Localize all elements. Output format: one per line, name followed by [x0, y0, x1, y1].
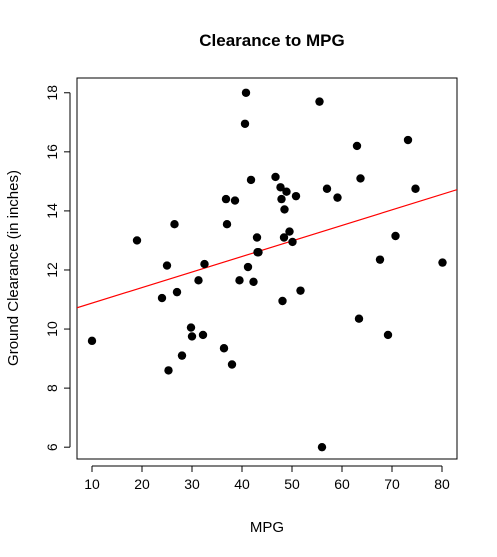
data-point — [282, 187, 291, 196]
x-tick-label: 70 — [384, 476, 400, 492]
data-point — [356, 174, 365, 183]
data-point — [194, 276, 203, 285]
data-point — [271, 172, 280, 182]
data-point — [277, 194, 286, 204]
data-point — [280, 205, 289, 214]
x-tick-label: 40 — [234, 476, 250, 492]
y-tick-label: 10 — [44, 321, 60, 337]
data-point — [198, 330, 208, 340]
y-tick-label: 8 — [44, 384, 60, 392]
points-layer — [87, 88, 447, 452]
data-point — [403, 135, 413, 145]
data-point — [235, 276, 244, 285]
data-point — [177, 351, 187, 360]
x-tick-label: 20 — [134, 476, 150, 492]
data-point — [186, 323, 196, 332]
data-point — [230, 196, 240, 205]
x-tick-label: 50 — [284, 476, 300, 492]
y-tick-label: 12 — [44, 262, 60, 278]
data-point — [391, 231, 400, 241]
regression-layer — [77, 189, 457, 309]
data-point — [254, 248, 263, 257]
y-tick-label: 14 — [44, 203, 60, 219]
data-point — [285, 227, 294, 236]
data-point — [288, 237, 297, 247]
data-point — [132, 236, 142, 245]
data-point — [276, 183, 285, 192]
data-point — [249, 277, 258, 286]
x-tick-label: 10 — [84, 476, 100, 492]
data-point — [170, 219, 179, 229]
y-axis: 6 8 10 12 14 16 18 — [44, 85, 71, 451]
x-tick-label: 60 — [334, 476, 350, 492]
x-axis: 10 20 30 40 50 60 70 80 — [84, 465, 450, 492]
regression-line — [77, 189, 457, 309]
y-tick-label: 18 — [44, 85, 60, 101]
data-point — [278, 296, 287, 306]
plot-frame — [76, 77, 458, 460]
x-axis-label: MPG — [250, 519, 284, 536]
data-point — [243, 262, 253, 272]
chart-title: Clearance to MPG — [199, 31, 345, 50]
data-point — [172, 287, 182, 297]
data-point — [375, 255, 385, 264]
data-point — [315, 97, 324, 106]
data-point — [241, 88, 251, 97]
data-point — [291, 191, 301, 201]
data-point — [411, 184, 420, 193]
data-point — [352, 141, 362, 151]
data-point — [354, 314, 364, 323]
data-point — [222, 219, 232, 229]
data-point — [317, 442, 327, 452]
data-point — [383, 330, 393, 340]
y-axis-label: Ground Clearance (in inches) — [5, 170, 22, 366]
plot-area — [76, 77, 458, 460]
data-point — [221, 194, 231, 204]
data-point — [279, 233, 289, 242]
data-point — [219, 344, 229, 353]
data-point — [322, 184, 332, 193]
data-point — [87, 336, 97, 346]
data-point — [252, 233, 262, 242]
data-point — [162, 261, 172, 270]
data-point — [200, 259, 209, 269]
data-point — [227, 360, 237, 369]
data-point — [246, 175, 256, 185]
y-tick-label: 16 — [44, 144, 60, 160]
data-point — [157, 293, 167, 303]
data-point — [240, 119, 250, 128]
data-point — [296, 286, 305, 295]
y-tick-label: 6 — [44, 443, 60, 451]
data-point — [438, 258, 447, 267]
x-tick-label: 80 — [434, 476, 450, 492]
data-point — [164, 366, 173, 375]
x-tick-label: 30 — [184, 476, 200, 492]
data-point — [333, 193, 342, 202]
data-point — [187, 332, 197, 341]
